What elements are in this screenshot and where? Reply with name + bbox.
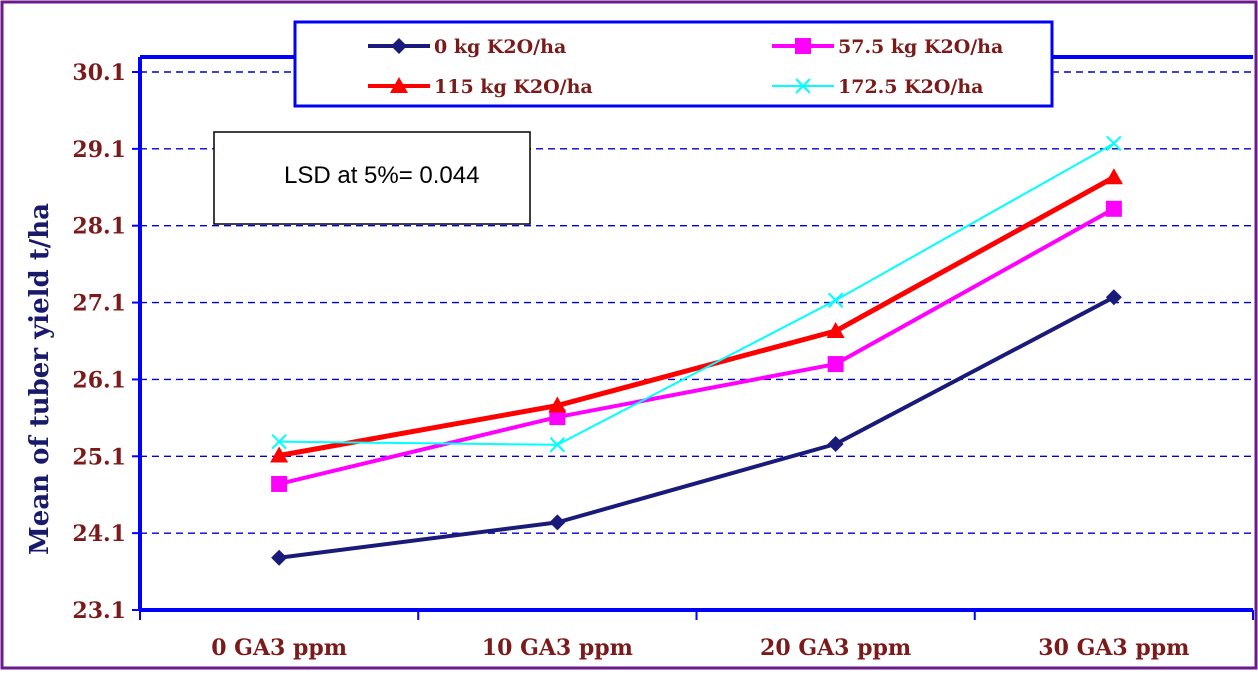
- series-line-3: [279, 142, 1115, 446]
- legend-label-2: 115 kg K2O/ha: [434, 76, 593, 98]
- y-axis-label: Mean of tuber yield t/ha: [25, 203, 55, 555]
- series-1-point-2: [827, 356, 844, 373]
- legend-label-3: 172.5 K2O/ha: [838, 76, 983, 98]
- grid-lines: [140, 71, 1253, 534]
- legend-label-1: 57.5 kg K2O/ha: [838, 36, 1003, 58]
- x-tick-label-1: 10 GA3 ppm: [482, 635, 633, 661]
- legend-label-0: 0 kg K2O/ha: [434, 36, 566, 58]
- lsd-annotation: LSD at 5%= 0.044: [213, 131, 531, 225]
- series-0-point-3: [1105, 289, 1122, 306]
- series-line-1: [278, 207, 1115, 486]
- series-3-point-1: [549, 437, 566, 453]
- x-tick-label-0: 0 GA3 ppm: [211, 635, 347, 661]
- series-2-point-2: [826, 322, 845, 339]
- series-3-point-0: [271, 433, 287, 450]
- series-1-point-0: [271, 475, 288, 492]
- series-3-point-3: [1106, 135, 1122, 152]
- legend-marker-3: [795, 78, 811, 94]
- y-tick-label-1: 24.1: [72, 521, 126, 547]
- legend-box: [293, 20, 1054, 108]
- legend-marker-2: [390, 77, 408, 93]
- legend-marker-1: [795, 38, 811, 54]
- y-tick-label-7: 30.1: [72, 60, 126, 86]
- y-tick-label-3: 26.1: [72, 367, 126, 393]
- y-tick-label-2: 25.1: [72, 444, 126, 470]
- series-3-point-2: [827, 292, 844, 308]
- series-line-0: [278, 295, 1115, 560]
- y-tick-label-0: 23.1: [72, 598, 126, 624]
- series-lines: [270, 135, 1123, 566]
- series-2-point-1: [548, 396, 567, 413]
- series-1-point-1: [549, 409, 566, 426]
- series-2-point-3: [1104, 168, 1123, 185]
- lsd-annotation-text: LSD at 5%= 0.044: [284, 162, 479, 189]
- x-tick-labels: 0 GA3 ppm 10 GA3 ppm 20 GA3 ppm 30 GA3 ppm: [211, 635, 1189, 661]
- y-tick-label-6: 29.1: [72, 137, 126, 163]
- legend-marker-0: [391, 38, 407, 54]
- series-1-point-3: [1105, 200, 1122, 217]
- y-tick-label-5: 28.1: [72, 214, 126, 240]
- series-line-2: [278, 175, 1116, 458]
- lsd-annotation-box: [213, 131, 531, 225]
- series-0-point-2: [827, 435, 844, 452]
- x-tick-label-2: 20 GA3 ppm: [760, 635, 911, 661]
- x-tick-label-3: 30 GA3 ppm: [1038, 635, 1189, 661]
- series-0-point-1: [549, 514, 566, 531]
- series-0-point-0: [271, 549, 288, 566]
- series-2-point-0: [270, 446, 289, 463]
- y-tick-label-4: 27.1: [72, 291, 126, 317]
- legend: 0 kg K2O/ha 57.5 kg K2O/ha 115 kg K2O/ha 17…: [293, 20, 1054, 108]
- y-tick-labels: 23.1 24.1 25.1 26.1 27.1 28.1 29.1 30.1: [72, 60, 126, 624]
